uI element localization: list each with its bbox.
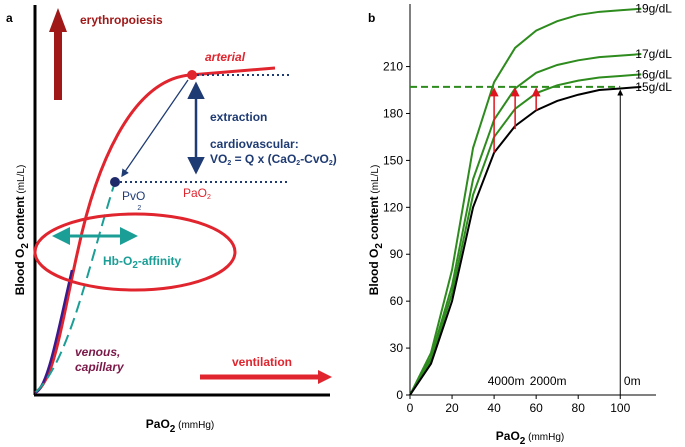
x-tick-label: 60	[529, 401, 543, 415]
y-tick-label: 0	[396, 388, 403, 402]
panel-label: a	[6, 11, 13, 25]
y-axis-label: Blood O2 content (mL/L)	[13, 165, 31, 296]
series-line	[409, 85, 642, 396]
label: erythropoiesis	[80, 13, 163, 27]
legend-label: 17g/dL	[635, 47, 672, 61]
y-tick-label: 30	[390, 341, 404, 355]
label: venous, capillary	[75, 345, 125, 374]
point	[110, 177, 120, 187]
panel-label: b	[368, 11, 375, 25]
curve	[34, 269, 74, 395]
arrow	[121, 79, 189, 178]
legend-label: 16g/dL	[635, 67, 672, 81]
y-axis-label: Blood O2 content (mL/L)	[367, 165, 385, 296]
arrow-label: 4000m	[488, 374, 525, 388]
series-line	[409, 73, 642, 396]
y-tick-label: 210	[383, 60, 403, 74]
x-tick-label: 100	[610, 401, 630, 415]
formula: VO2 = Q x (CaO2-CvO2)	[210, 152, 337, 167]
x-tick-label: 20	[445, 401, 459, 415]
x-tick-label: 80	[572, 401, 586, 415]
dashed-curve	[35, 181, 116, 393]
label: PvO 2	[122, 189, 145, 212]
panel-a: a erythropoiesis arterial extraction car…	[6, 5, 337, 435]
x-tick-label: 40	[487, 401, 501, 415]
label: ventilation	[232, 355, 292, 369]
arrow-head	[49, 8, 67, 32]
y-tick-label: 180	[383, 106, 403, 120]
arrow-label: 2000m	[530, 374, 567, 388]
legend-label: 15g/dL	[635, 80, 672, 94]
x-axis-label: PaO2 (mmHg)	[146, 417, 214, 435]
label: Hb-O2-affinity	[103, 254, 182, 271]
label: arterial	[205, 50, 246, 64]
legend-label: 19g/dL	[635, 2, 672, 16]
series-line	[409, 53, 642, 396]
ellipse	[33, 212, 237, 292]
y-tick-label: 90	[390, 247, 404, 261]
y-tick-label: 150	[383, 153, 403, 167]
y-tick-label: 60	[390, 294, 404, 308]
x-tick-label: 0	[407, 401, 414, 415]
series-line	[409, 7, 642, 396]
panel-b: b Blood O2 content (mL/L) PaO2 (mmHg) 0 3…	[367, 2, 672, 447]
point	[187, 70, 197, 80]
label: cardiovascular:	[210, 137, 299, 151]
arrow-head	[318, 370, 332, 384]
x-axis-label: PaO2 (mmHg)	[496, 429, 564, 447]
label: PaO2	[183, 186, 211, 201]
label: extraction	[210, 110, 267, 124]
y-tick-label: 120	[383, 200, 403, 214]
arrow-label: 0m	[624, 374, 641, 388]
